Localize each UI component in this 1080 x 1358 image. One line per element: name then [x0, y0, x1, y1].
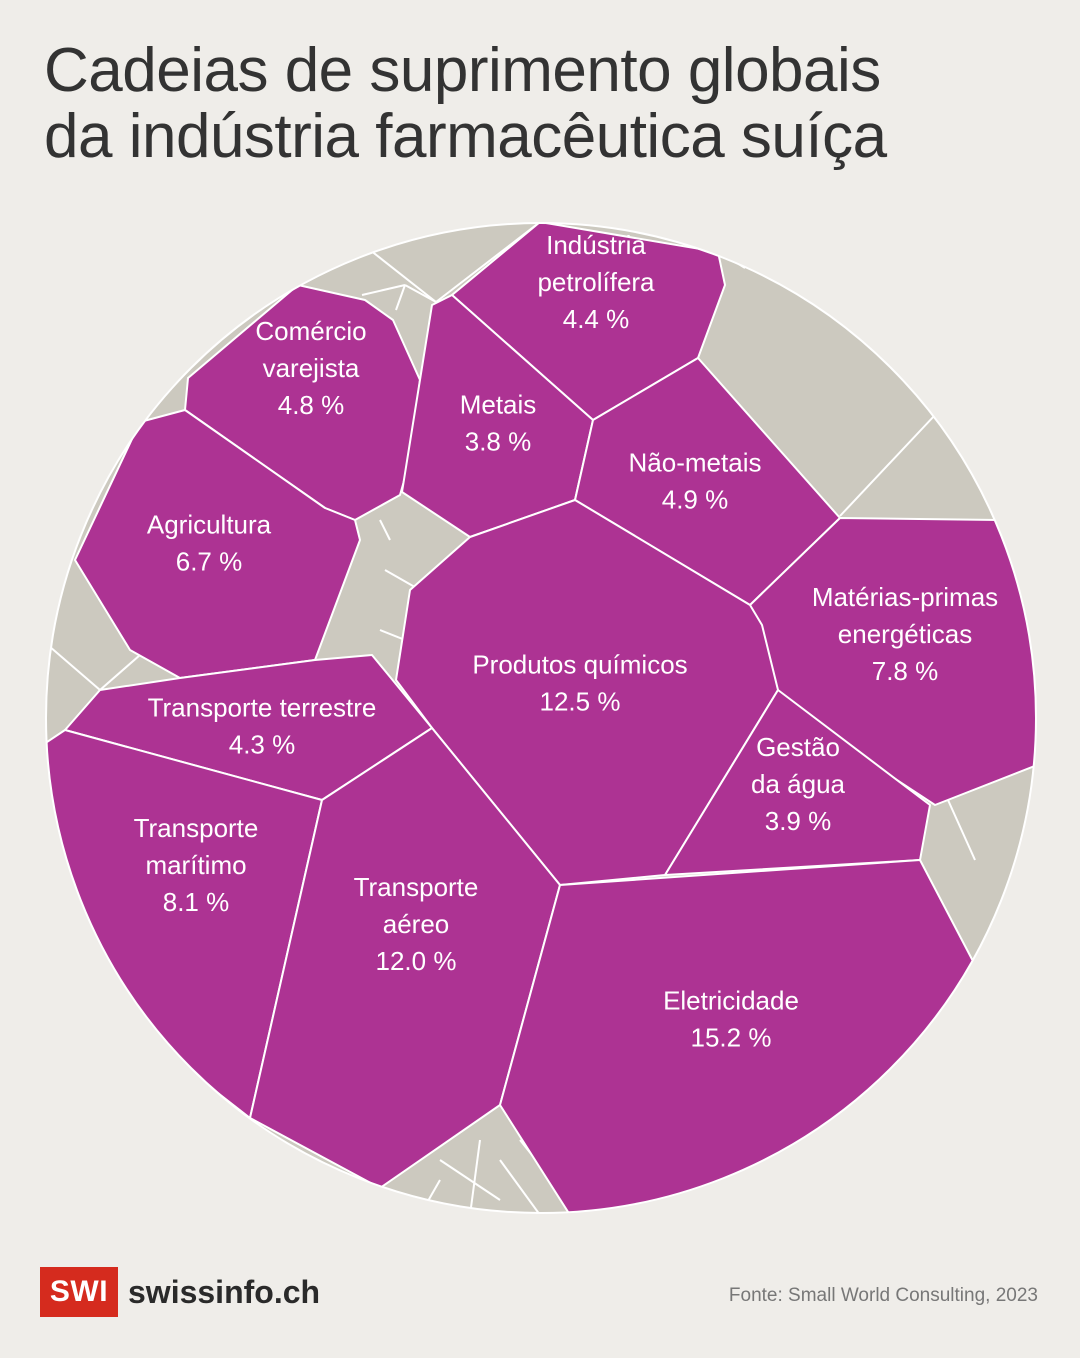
- value-label-comercio-varejista: 4.8 %: [278, 390, 345, 420]
- value-label-materias-primas-energeticas: 7.8 %: [872, 656, 939, 686]
- chart-title-line-1: Cadeias de suprimento globais: [44, 36, 881, 105]
- value-label-agricultura: 6.7 %: [176, 547, 243, 577]
- label-agricultura: Agricultura 6.7 %: [147, 510, 272, 577]
- label-transporte-maritimo: Transporte marítimo 8.1 %: [134, 813, 259, 917]
- name-label-agricultura: Agricultura: [147, 510, 272, 540]
- label-industria-petrolifera: Indústria petrolífera 4.4 %: [537, 230, 655, 334]
- source-note: Fonte: Small World Consulting, 2023: [728, 1285, 1038, 1306]
- value-label-transporte-aereo: 12.0 %: [376, 946, 457, 976]
- name-label-industria-petrolifera: Indústria: [546, 230, 646, 260]
- name-label-eletricidade: Eletricidade: [663, 986, 799, 1016]
- name-label-industria-petrolifera: petrolífera: [537, 267, 655, 297]
- name-label-metais: Metais: [460, 390, 537, 420]
- cell-agricultura: [74, 409, 361, 679]
- label-nao-metais: Não-metais 4.9 %: [629, 448, 762, 515]
- name-label-transporte-maritimo: Transporte: [134, 813, 259, 843]
- name-label-gestao-da-agua: Gestão: [756, 732, 840, 762]
- chart-title-line-2: da indústria farmacêutica suíça: [44, 102, 887, 171]
- value-label-gestao-da-agua: 3.9 %: [765, 806, 832, 836]
- name-label-transporte-aereo: Transporte: [354, 872, 479, 902]
- label-eletricidade: Eletricidade 15.2 %: [663, 986, 799, 1053]
- name-label-transporte-aereo: aéreo: [383, 909, 450, 939]
- name-label-comercio-varejista: Comércio: [255, 316, 366, 346]
- name-label-transporte-terrestre: Transporte terrestre: [148, 693, 377, 723]
- name-label-gestao-da-agua: da água: [751, 769, 846, 799]
- label-comercio-varejista: Comércio varejista 4.8 %: [255, 316, 366, 420]
- name-label-comercio-varejista: varejista: [263, 353, 360, 383]
- value-label-nao-metais: 4.9 %: [662, 485, 729, 515]
- value-label-transporte-terrestre: 4.3 %: [229, 730, 296, 760]
- label-gestao-da-agua: Gestão da água 3.9 %: [751, 732, 846, 836]
- value-label-metais: 3.8 %: [465, 427, 532, 457]
- label-produtos-quimicos: Produtos químicos 12.5 %: [472, 650, 687, 717]
- name-label-materias-primas-energeticas: Matérias-primas: [812, 582, 998, 612]
- value-label-produtos-quimicos: 12.5 %: [540, 687, 621, 717]
- name-label-produtos-quimicos: Produtos químicos: [472, 650, 687, 680]
- value-label-transporte-maritimo: 8.1 %: [163, 887, 230, 917]
- label-transporte-terrestre: Transporte terrestre 4.3 %: [148, 693, 377, 760]
- swi-logo-mark: SWI: [40, 1267, 118, 1317]
- chart-title: Cadeias de suprimento globais da indústr…: [44, 38, 1054, 170]
- label-transporte-aereo: Transporte aéreo 12.0 %: [354, 872, 479, 976]
- name-label-materias-primas-energeticas: energéticas: [838, 619, 972, 649]
- label-metais: Metais 3.8 %: [460, 390, 537, 457]
- swissinfo-logo[interactable]: SWI swissinfo.ch: [40, 1267, 320, 1317]
- logo-text: swissinfo.ch: [128, 1273, 321, 1310]
- name-label-nao-metais: Não-metais: [629, 448, 762, 478]
- value-label-industria-petrolifera: 4.4 %: [563, 304, 630, 334]
- name-label-transporte-maritimo: marítimo: [145, 850, 246, 880]
- value-label-eletricidade: 15.2 %: [691, 1023, 772, 1053]
- label-materias-primas-energeticas: Matérias-primas energéticas 7.8 %: [812, 582, 998, 686]
